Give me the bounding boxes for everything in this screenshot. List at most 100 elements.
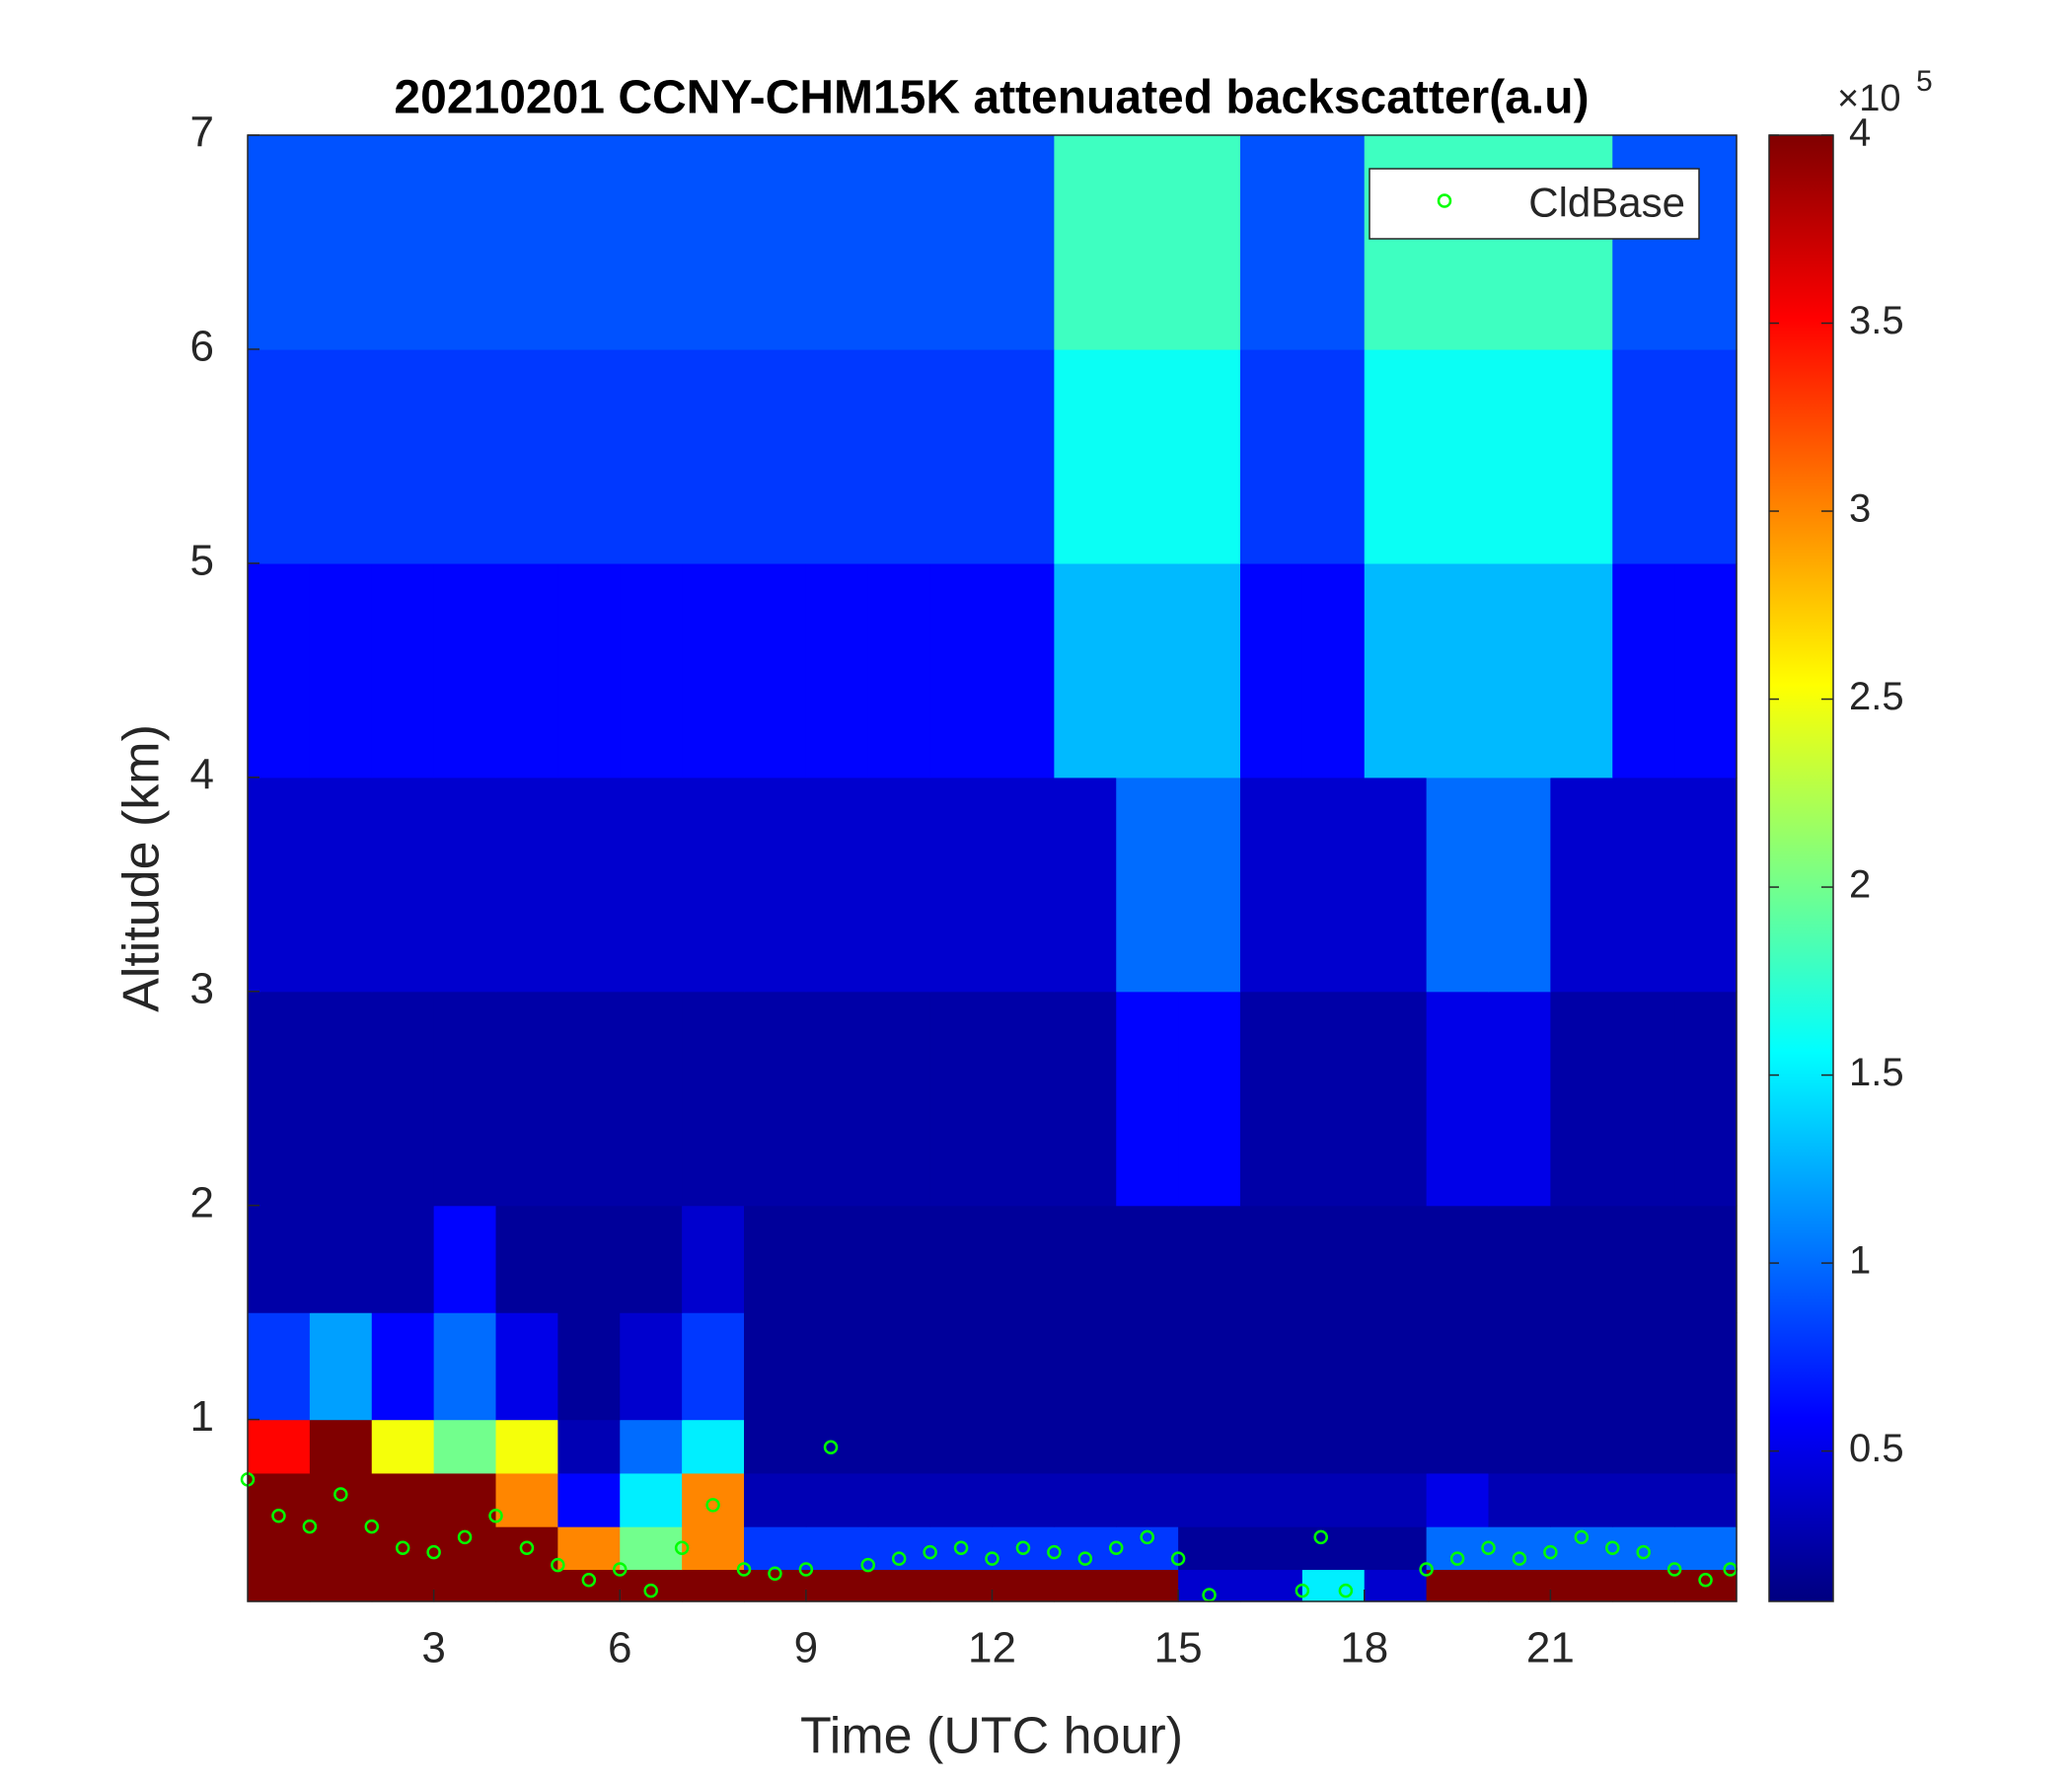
heatmap-cell <box>867 1569 931 1602</box>
heatmap-cell <box>1488 1526 1551 1571</box>
cloud-base-point <box>1015 1540 1031 1556</box>
heatmap-cell <box>1054 1569 1117 1602</box>
heatmap-cell <box>1364 348 1428 564</box>
heatmap-cell <box>1550 1526 1613 1571</box>
heatmap-cell <box>1054 1205 1117 1313</box>
heatmap-cell <box>495 1419 558 1474</box>
heatmap-cell <box>557 1312 621 1421</box>
heatmap-cell <box>1674 1526 1738 1571</box>
cloud-base-point <box>1605 1540 1620 1556</box>
x-tick-label: 15 <box>1154 1624 1203 1672</box>
y-tick-label: 6 <box>190 323 214 371</box>
heatmap-cell <box>309 1569 373 1602</box>
heatmap-cell <box>1674 562 1738 779</box>
cloud-base-point <box>736 1562 752 1577</box>
cloud-base-point <box>613 1562 628 1577</box>
heatmap-cell <box>744 348 807 564</box>
heatmap-cell <box>682 348 745 564</box>
heatmap-cell <box>1301 1569 1366 1602</box>
heatmap-cell <box>805 562 869 779</box>
heatmap-cell <box>557 135 621 350</box>
heatmap-cell <box>682 1569 745 1602</box>
heatmap-cell <box>1178 562 1241 779</box>
cloud-base-point <box>457 1529 473 1545</box>
y-tick-label: 1 <box>190 1392 214 1441</box>
chart-title: 20210201 CCNY-CHM15K attenuated backscat… <box>394 72 1589 124</box>
heatmap-cell <box>371 1569 435 1602</box>
heatmap-cell <box>682 1205 745 1313</box>
heatmap-cell <box>992 1526 1055 1571</box>
heatmap-cell <box>1116 1205 1179 1313</box>
cloud-base-point <box>1636 1544 1651 1560</box>
heatmap-cell <box>929 1472 994 1527</box>
heatmap-cell <box>1364 777 1428 993</box>
heatmap-cell <box>1116 1472 1179 1527</box>
heatmap-cell <box>1674 1205 1738 1313</box>
heatmap-cell <box>805 1312 869 1421</box>
heatmap-cell <box>1426 1205 1490 1313</box>
heatmap-cell <box>867 562 931 779</box>
heatmap-cell <box>1488 1312 1551 1421</box>
colorbar-tick-label: 2 <box>1849 863 1871 907</box>
cloud-base-point <box>953 1540 969 1556</box>
heatmap-cell <box>1178 991 1241 1207</box>
heatmap-cell <box>309 1419 373 1474</box>
heatmap-cell <box>805 135 869 350</box>
heatmap-cell <box>1364 1526 1428 1571</box>
heatmap-cell <box>1178 1472 1241 1527</box>
heatmap-cell <box>1550 991 1613 1207</box>
heatmap-cell <box>1674 777 1738 993</box>
heatmap-cell <box>495 777 558 993</box>
heatmap-cell <box>1550 562 1613 779</box>
legend-box <box>1369 168 1700 240</box>
heatmap-cell <box>1240 135 1303 350</box>
heatmap-cell <box>805 1526 869 1571</box>
cloud-base-point <box>1047 1544 1062 1560</box>
heatmap-cell <box>992 135 1055 350</box>
heatmap-cell <box>433 1312 497 1421</box>
cloud-base-point <box>519 1540 535 1556</box>
heatmap-cell <box>1612 562 1675 779</box>
heatmap-cell <box>682 562 745 779</box>
heatmap-cell <box>867 1472 931 1527</box>
heatmap-cell <box>992 777 1055 993</box>
heatmap-cell <box>1301 135 1366 350</box>
heatmap-cell <box>433 562 497 779</box>
heatmap-cell <box>1116 777 1179 993</box>
heatmap-cell <box>495 991 558 1207</box>
cloud-base-point <box>1543 1544 1558 1560</box>
x-tick-label: 18 <box>1340 1624 1388 1672</box>
heatmap-cell <box>929 1312 994 1421</box>
cloud-base-point <box>1338 1583 1354 1598</box>
heatmap-cell <box>1054 1526 1117 1571</box>
heatmap-cell <box>1178 348 1241 564</box>
heatmap-cell <box>495 348 558 564</box>
heatmap-cell <box>929 135 994 350</box>
colorbar-tick-label: 3 <box>1849 487 1871 531</box>
cloud-base-point <box>1295 1583 1310 1598</box>
heatmap-cell <box>620 1526 683 1571</box>
heatmap-cell <box>1116 1312 1179 1421</box>
heatmap-cell <box>929 1526 994 1571</box>
cloud-base-point <box>395 1540 410 1556</box>
cloud-base-point <box>1077 1551 1093 1566</box>
cloud-base-point <box>768 1566 782 1582</box>
heatmap-cell <box>309 1205 373 1313</box>
heatmap-cell <box>1488 1472 1551 1527</box>
heatmap-cell <box>1116 135 1179 350</box>
heatmap-cell <box>1054 562 1117 779</box>
heatmap-cell <box>495 1472 558 1527</box>
heatmap-cell <box>1116 562 1179 779</box>
heatmap-cell <box>1364 1312 1428 1421</box>
heatmap-cell <box>248 777 311 993</box>
heatmap-cell <box>433 777 497 993</box>
heatmap-cell <box>248 991 311 1207</box>
heatmap-cell <box>371 1472 435 1527</box>
heatmap-cell <box>1178 135 1241 350</box>
heatmap-cell <box>1426 1419 1490 1474</box>
heatmap-cell <box>1240 1419 1303 1474</box>
heatmap-cell <box>1178 1526 1241 1571</box>
cloud-base-point <box>1449 1551 1465 1566</box>
heatmap-cell <box>371 135 435 350</box>
y-tick-label: 7 <box>190 109 214 157</box>
